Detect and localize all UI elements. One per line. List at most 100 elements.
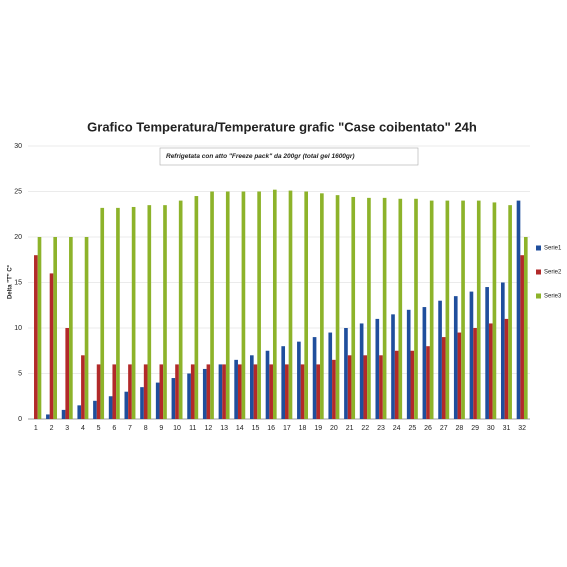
bar bbox=[300, 364, 305, 419]
bar bbox=[441, 337, 446, 419]
bar bbox=[147, 205, 152, 419]
bar bbox=[379, 355, 383, 419]
bar bbox=[504, 318, 509, 419]
bar bbox=[234, 359, 238, 419]
bar bbox=[46, 414, 50, 419]
y-tick-label: 30 bbox=[14, 143, 22, 150]
bar bbox=[249, 355, 254, 419]
x-tick-label: 27 bbox=[440, 425, 448, 432]
bar bbox=[187, 373, 191, 419]
bar bbox=[312, 337, 317, 419]
bar bbox=[96, 364, 101, 419]
bar bbox=[394, 350, 399, 419]
bar bbox=[253, 364, 258, 419]
bar bbox=[429, 200, 434, 419]
bar bbox=[304, 191, 309, 419]
bar bbox=[382, 197, 387, 419]
bar bbox=[190, 364, 195, 419]
bar bbox=[410, 350, 415, 419]
x-tick-label: 10 bbox=[173, 425, 181, 432]
bar bbox=[77, 405, 82, 419]
x-tick-label: 18 bbox=[299, 425, 307, 432]
bar bbox=[285, 364, 289, 419]
y-tick-label: 20 bbox=[14, 234, 22, 241]
x-tick-label: 24 bbox=[393, 425, 401, 432]
bar bbox=[344, 328, 348, 419]
legend-swatch bbox=[536, 245, 541, 251]
x-tick-label: 8 bbox=[144, 425, 148, 432]
bar bbox=[175, 364, 179, 419]
bar bbox=[320, 193, 324, 419]
bar bbox=[281, 346, 286, 419]
bar bbox=[461, 200, 465, 419]
bar bbox=[367, 197, 371, 419]
legend-swatch bbox=[536, 293, 541, 299]
x-tick-label: 3 bbox=[65, 425, 69, 432]
bar bbox=[128, 364, 132, 419]
bar bbox=[49, 273, 54, 419]
bar bbox=[202, 368, 207, 419]
bar bbox=[143, 364, 148, 419]
bar bbox=[225, 191, 230, 419]
bar bbox=[473, 328, 477, 419]
bar bbox=[257, 191, 261, 419]
bar bbox=[391, 314, 395, 419]
x-tick-label: 31 bbox=[503, 425, 511, 432]
bar bbox=[241, 191, 246, 419]
bar bbox=[100, 207, 105, 419]
x-tick-label: 30 bbox=[487, 425, 495, 432]
x-tick-label: 26 bbox=[424, 425, 432, 432]
bar bbox=[469, 291, 474, 419]
bar bbox=[422, 307, 427, 419]
x-tick-label: 13 bbox=[220, 425, 228, 432]
bar bbox=[210, 191, 214, 419]
y-tick-label: 5 bbox=[18, 370, 22, 377]
x-tick-label: 22 bbox=[361, 425, 369, 432]
x-tick-label: 5 bbox=[97, 425, 101, 432]
bar bbox=[398, 198, 403, 419]
annotation-box bbox=[159, 147, 419, 166]
bar bbox=[84, 237, 89, 419]
bar bbox=[237, 364, 242, 419]
bar bbox=[69, 237, 73, 419]
bar bbox=[488, 323, 493, 419]
legend-label: Serie3 bbox=[544, 294, 562, 300]
x-tick-label: 16 bbox=[267, 425, 275, 432]
bar bbox=[194, 196, 199, 419]
bar bbox=[155, 382, 160, 419]
x-tick-label: 21 bbox=[346, 425, 354, 432]
y-tick-label: 25 bbox=[14, 188, 22, 195]
x-tick-label: 4 bbox=[81, 425, 85, 432]
bar bbox=[508, 205, 512, 419]
x-tick-label: 6 bbox=[112, 425, 116, 432]
bar bbox=[288, 190, 293, 419]
x-tick-label: 9 bbox=[159, 425, 163, 432]
bar bbox=[116, 207, 120, 419]
bar bbox=[453, 296, 458, 419]
bar bbox=[351, 196, 356, 419]
bar bbox=[426, 346, 430, 419]
bar bbox=[272, 189, 277, 419]
bar bbox=[375, 318, 380, 419]
bar bbox=[34, 255, 38, 419]
x-tick-label: 14 bbox=[236, 425, 244, 432]
legend-label: Serie1 bbox=[544, 246, 562, 252]
x-tick-label: 11 bbox=[189, 425, 196, 432]
bar bbox=[359, 323, 364, 419]
bar bbox=[140, 387, 144, 419]
x-tick-label: 12 bbox=[205, 425, 213, 432]
bar bbox=[414, 198, 418, 419]
y-tick-label: 0 bbox=[18, 416, 22, 423]
bar bbox=[516, 200, 521, 419]
bar bbox=[178, 200, 183, 419]
x-tick-label: 7 bbox=[128, 425, 132, 432]
bar bbox=[61, 409, 66, 419]
x-tick-label: 2 bbox=[50, 425, 54, 432]
bar bbox=[218, 364, 223, 419]
y-tick-label: 15 bbox=[14, 279, 22, 286]
bar bbox=[65, 328, 70, 419]
x-tick-label: 29 bbox=[471, 425, 479, 432]
bar bbox=[112, 364, 117, 419]
bar bbox=[131, 206, 136, 419]
